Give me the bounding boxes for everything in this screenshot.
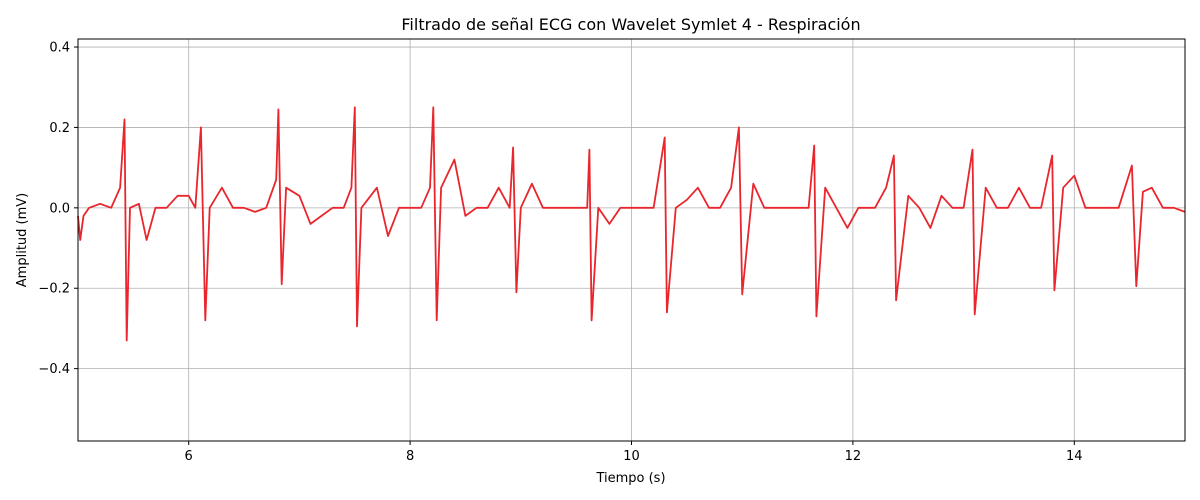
x-tick-label: 12 — [845, 449, 862, 464]
x-tick-label: 6 — [185, 449, 193, 464]
x-tick-label: 10 — [623, 449, 640, 464]
y-tick-label: 0.0 — [49, 201, 70, 216]
ecg-series-line — [77, 106, 1186, 342]
x-axis-label: Tiempo (s) — [595, 471, 665, 486]
grid — [78, 39, 1185, 441]
y-tick-label: 0.2 — [49, 121, 70, 136]
y-tick-label: −0.2 — [38, 282, 70, 297]
series-line-group — [77, 106, 1186, 342]
y-tick-label: −0.4 — [38, 362, 70, 377]
y-tick-label: 0.4 — [49, 41, 70, 56]
x-tick-label: 8 — [406, 449, 414, 464]
chart-title: Filtrado de señal ECG con Wavelet Symlet… — [401, 15, 860, 34]
x-axis: 6 8 10 12 14 — [185, 441, 1083, 464]
y-axis: 0.4 0.2 0.0 −0.2 −0.4 — [38, 41, 78, 377]
y-axis-label: Amplitud (mV) — [15, 193, 30, 287]
x-tick-label: 14 — [1066, 449, 1083, 464]
